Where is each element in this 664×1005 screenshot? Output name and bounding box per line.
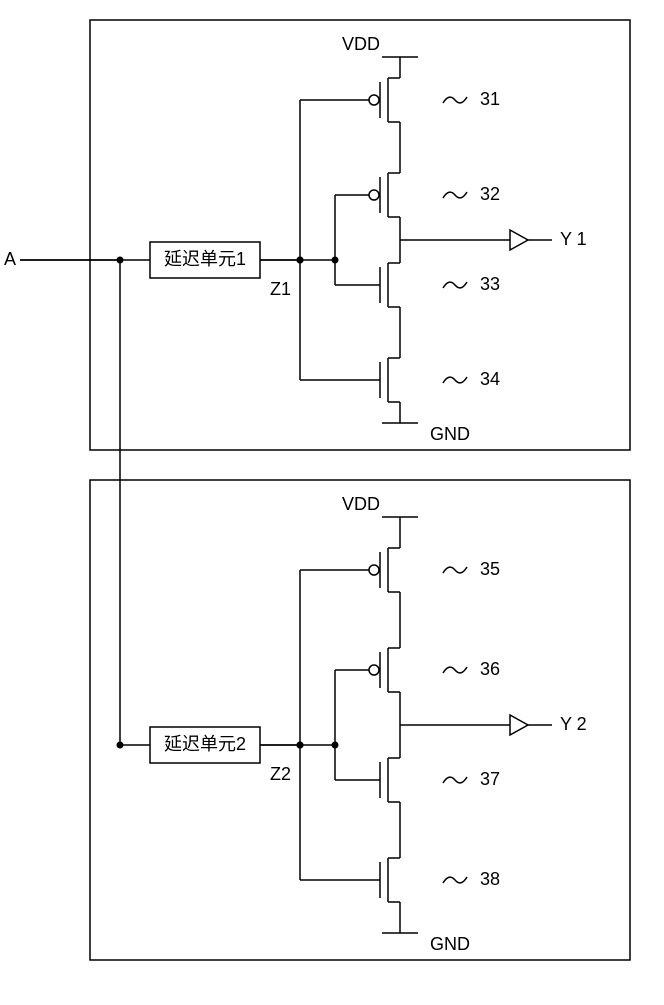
block-frame [90, 480, 630, 960]
vdd-label: VDD [342, 494, 380, 514]
transistor-33 [360, 253, 400, 317]
transistor-34 [360, 348, 400, 412]
block-frame [90, 20, 630, 450]
transistor-38 [360, 848, 400, 912]
transistor-ref-33: 33 [480, 274, 500, 294]
node-z-label: Z1 [270, 279, 291, 299]
transistor-31 [360, 68, 400, 132]
vdd-label: VDD [342, 34, 380, 54]
output-label: Y 1 [560, 229, 587, 249]
output-label: Y 2 [560, 714, 587, 734]
transistor-ref-34: 34 [480, 369, 500, 389]
transistor-ref-32: 32 [480, 184, 500, 204]
circuit-block-bottom: VDD GND 延迟单元2 35 36 37 38 Y 2 Z2 [90, 480, 630, 960]
transistor-ref-31: 31 [480, 89, 500, 109]
node-z-label: Z2 [270, 764, 291, 784]
gnd-label: GND [430, 424, 470, 444]
transistor-37 [360, 748, 400, 812]
transistor-32 [360, 163, 400, 227]
input-label-a: A [4, 249, 16, 269]
transistor-ref-35: 35 [480, 559, 500, 579]
transistor-ref-37: 37 [480, 769, 500, 789]
transistor-35 [360, 538, 400, 602]
circuit-diagram: A VDD GND 延迟单元1 31 32 33 34 Y 1 Z1 VDD GND 延迟单元2 35 36… [0, 0, 664, 1000]
transistor-ref-38: 38 [480, 869, 500, 889]
delay-unit-label: 延迟单元2 [164, 734, 246, 754]
transistor-ref-36: 36 [480, 659, 500, 679]
transistor-36 [360, 638, 400, 702]
delay-unit-label: 延迟单元1 [164, 249, 246, 269]
circuit-block-top: VDD GND 延迟单元1 31 32 33 34 Y 1 Z1 [90, 20, 630, 450]
gnd-label: GND [430, 934, 470, 954]
